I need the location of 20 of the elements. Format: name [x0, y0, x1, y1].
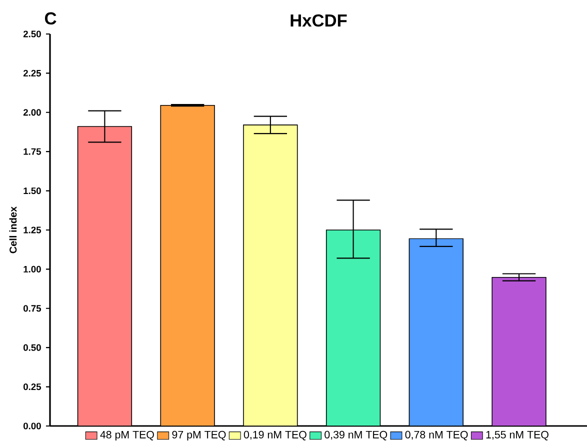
text: C	[44, 12, 56, 25]
legend-label: 0,19 nM TEQ	[244, 430, 306, 440]
y-tick-label: 1.25	[24, 226, 42, 234]
legend-label: 1,55 nM TEQ	[486, 430, 548, 440]
y-tick-label: 0.00	[24, 422, 41, 430]
y-tick-label: 0.50	[24, 344, 41, 351]
y-tick-label: 1.50	[24, 188, 41, 194]
legend-label: 0,39 nM TEQ	[324, 430, 388, 440]
y-tick-label: 2.00	[23, 109, 41, 116]
y-tick-label: 1.75	[24, 148, 42, 155]
y-axis-title: Cell index	[9, 206, 17, 254]
legend-label: 97 pM TEQ	[172, 430, 226, 441]
legend-label: 0,78 nM TEQ	[405, 430, 468, 440]
y-tick-label: 0.25	[24, 383, 42, 390]
y-tick-label: 1.00	[24, 266, 41, 272]
legend-label: 48 pM TEQ	[100, 430, 154, 441]
y-tick-label: 0.75	[24, 305, 42, 312]
y-tick-label: 2.50	[23, 30, 41, 38]
y-tick-label: 2.25	[23, 70, 42, 76]
chart-title: HxCDF	[290, 14, 347, 27]
